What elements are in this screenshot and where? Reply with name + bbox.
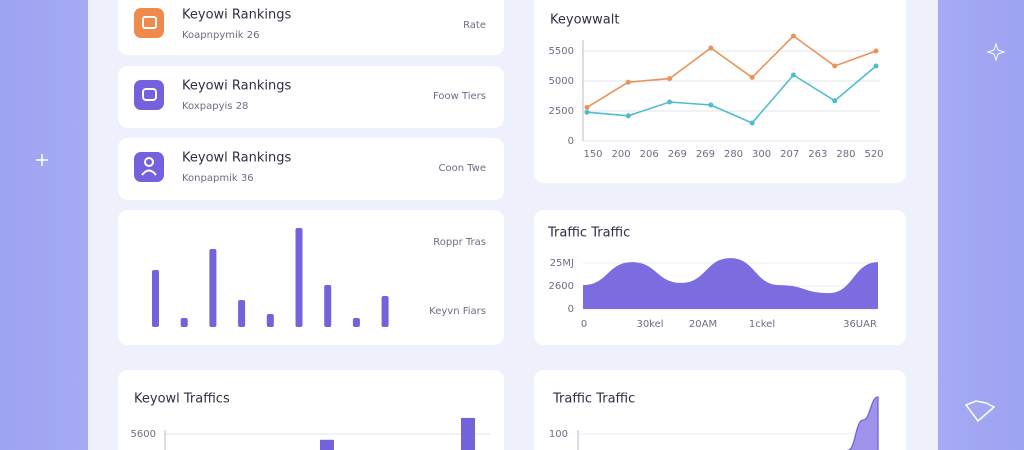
item-meta: Coon Twe [438, 163, 486, 174]
line-series [586, 34, 877, 109]
card [118, 66, 504, 128]
card [118, 210, 504, 345]
x-tick-label: 269 [668, 149, 687, 160]
sparkle [36, 154, 48, 166]
bar [461, 417, 475, 450]
point [708, 102, 714, 108]
point [625, 79, 631, 85]
point [873, 63, 879, 69]
card [534, 370, 906, 450]
sparkle [986, 42, 1006, 62]
x-tick-label: 280 [836, 149, 855, 160]
card-label: Keyvn Fiars [429, 306, 486, 317]
point [832, 98, 838, 104]
chart-title: Keyowwalt [550, 13, 619, 28]
x-tick-label: 20AM [689, 319, 717, 330]
bar [238, 300, 246, 327]
point [790, 33, 796, 39]
y-tick-label: 2600 [549, 281, 574, 292]
card-label: Roppr Tras [433, 237, 486, 248]
x-tick-label: 200 [612, 149, 631, 160]
card [118, 138, 504, 200]
y-tick-label: 5500 [549, 46, 574, 57]
point [749, 120, 755, 126]
cards [118, 0, 906, 450]
x-tick-label: 36UAR [843, 319, 877, 330]
icon-glyph [142, 16, 157, 29]
card [118, 370, 504, 450]
bar [320, 439, 334, 450]
x-tick-label: 150 [583, 149, 602, 160]
item-title: Keyowi Rankings [182, 8, 291, 23]
bar [295, 228, 303, 327]
bar [324, 285, 332, 327]
x-tick-label: 280 [724, 149, 743, 160]
item-meta: Rate [463, 20, 486, 31]
icon [134, 80, 164, 110]
x-tick-label: 0 [581, 319, 587, 330]
card [118, 0, 504, 55]
x-tick-label: 520 [864, 149, 883, 160]
x-tick-label: 207 [780, 149, 799, 160]
chart-title: Keyowl Traffics [134, 392, 230, 407]
point [584, 109, 590, 115]
point [625, 113, 631, 119]
icon-glyph [144, 157, 154, 167]
chart-title: Traffic Traffic [547, 226, 630, 241]
item-subtitle: Koxpapyis 28 [182, 101, 248, 112]
item-title: Keyowl Rankings [182, 151, 291, 166]
y-tick-label: 5000 [549, 76, 574, 87]
line-series [586, 65, 877, 124]
y-tick-label: 2500 [549, 106, 574, 117]
bar [180, 318, 188, 327]
point [708, 45, 714, 51]
item-meta: Foow Tiers [433, 91, 486, 102]
bar [152, 270, 159, 327]
area-series [583, 258, 878, 309]
x-tick-label: 263 [808, 149, 827, 160]
bar [209, 249, 217, 327]
bar [352, 318, 360, 327]
point [749, 74, 755, 80]
point [667, 76, 673, 82]
chart-title: Traffic Traffic [552, 392, 635, 407]
x-tick-label: 206 [640, 149, 659, 160]
y-tick-label: 25MJ [550, 258, 574, 269]
point [584, 104, 590, 110]
y-tick-label: 100 [549, 429, 568, 440]
item-subtitle: Koapnpymik 26 [182, 30, 259, 41]
bar [266, 314, 274, 327]
item-subtitle: Konpapmik 36 [182, 173, 254, 184]
icon-glyph [141, 169, 157, 176]
bar [381, 296, 389, 327]
y-tick-label: 0 [568, 304, 574, 315]
x-tick-label: 1ckel [749, 319, 775, 330]
point [790, 72, 796, 78]
y-tick-label: 5600 [131, 429, 156, 440]
x-tick-label: 300 [752, 149, 771, 160]
icon [134, 8, 164, 38]
point [832, 63, 838, 69]
x-tick-label: 269 [696, 149, 715, 160]
y-tick-label: 0 [568, 136, 574, 147]
decoration [964, 400, 996, 423]
x-tick-label: 30kel [636, 319, 663, 330]
area-series [847, 396, 879, 450]
point [873, 48, 879, 54]
card [534, 0, 906, 183]
icon-glyph [142, 88, 157, 101]
item-title: Keyowi Rankings [182, 79, 291, 94]
point [667, 99, 673, 105]
